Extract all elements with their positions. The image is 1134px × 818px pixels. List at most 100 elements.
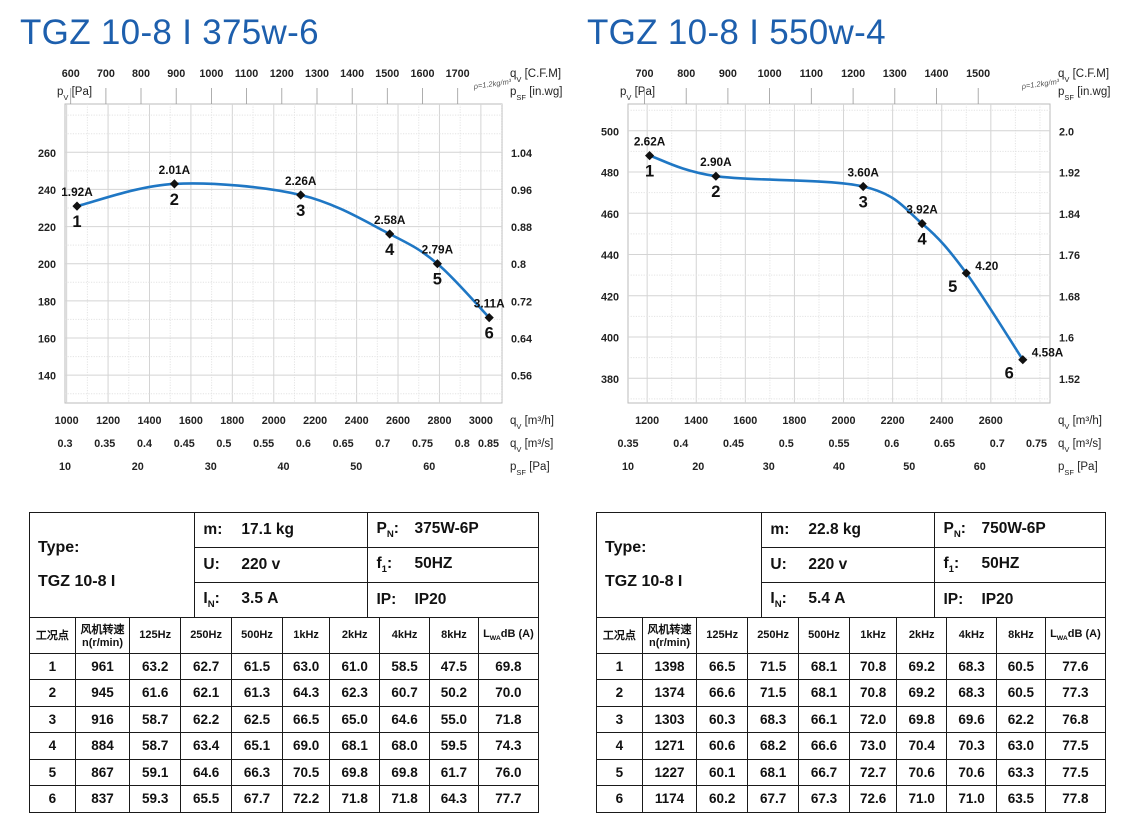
svg-text:pSF [Pa]: pSF [Pa] — [510, 461, 550, 477]
svg-text:600: 600 — [62, 68, 80, 80]
svg-text:60: 60 — [974, 461, 986, 473]
svg-text:380: 380 — [601, 374, 619, 386]
svg-text:2.26A: 2.26A — [285, 174, 317, 188]
svg-text:1500: 1500 — [966, 68, 990, 80]
svg-text:0.8: 0.8 — [455, 438, 470, 450]
svg-text:0.65: 0.65 — [333, 438, 354, 450]
svg-text:2: 2 — [711, 183, 720, 201]
svg-text:30: 30 — [205, 461, 217, 473]
svg-text:40: 40 — [833, 461, 845, 473]
svg-text:0.72: 0.72 — [511, 296, 532, 308]
svg-text:1.68: 1.68 — [1059, 291, 1080, 303]
svg-text:200: 200 — [38, 259, 56, 271]
svg-text:0.7: 0.7 — [990, 438, 1005, 450]
svg-text:2000: 2000 — [262, 415, 286, 427]
svg-text:1.76: 1.76 — [1059, 250, 1080, 262]
svg-text:ρ=1.2kg/m³: ρ=1.2kg/m³ — [1020, 77, 1060, 91]
svg-text:pSF [Pa]: pSF [Pa] — [1058, 461, 1098, 477]
svg-text:2.62A: 2.62A — [634, 135, 666, 149]
svg-text:1400: 1400 — [137, 415, 161, 427]
svg-text:0.35: 0.35 — [94, 438, 115, 450]
svg-text:2.0: 2.0 — [1059, 126, 1074, 138]
svg-text:1100: 1100 — [235, 68, 258, 80]
svg-text:1.04: 1.04 — [511, 148, 532, 160]
svg-text:0.55: 0.55 — [253, 438, 274, 450]
svg-text:400: 400 — [601, 333, 619, 345]
svg-text:1300: 1300 — [305, 68, 329, 80]
svg-text:2.01A: 2.01A — [159, 163, 191, 177]
svg-text:30: 30 — [763, 461, 775, 473]
svg-text:0.8: 0.8 — [511, 259, 526, 271]
svg-text:260: 260 — [38, 148, 56, 160]
svg-text:0.65: 0.65 — [934, 438, 955, 450]
svg-text:20: 20 — [132, 461, 144, 473]
svg-text:1200: 1200 — [96, 415, 120, 427]
svg-text:700: 700 — [635, 68, 653, 80]
svg-text:0.5: 0.5 — [779, 438, 794, 450]
svg-text:1600: 1600 — [179, 415, 203, 427]
svg-text:2: 2 — [170, 191, 179, 209]
svg-text:1600: 1600 — [733, 415, 757, 427]
svg-text:1800: 1800 — [782, 415, 806, 427]
svg-text:1000: 1000 — [199, 68, 223, 80]
svg-text:500: 500 — [601, 126, 619, 138]
svg-text:4.20: 4.20 — [975, 259, 998, 273]
svg-text:qV [C.F.M]: qV [C.F.M] — [1058, 68, 1109, 84]
svg-text:0.45: 0.45 — [174, 438, 195, 450]
svg-text:1100: 1100 — [800, 68, 823, 80]
svg-text:1700: 1700 — [446, 68, 470, 80]
svg-text:420: 420 — [601, 291, 619, 303]
svg-text:900: 900 — [719, 68, 737, 80]
svg-text:10: 10 — [59, 461, 71, 473]
svg-text:2600: 2600 — [386, 415, 410, 427]
svg-text:1.92: 1.92 — [1059, 168, 1080, 180]
svg-text:4: 4 — [918, 231, 928, 249]
svg-text:2600: 2600 — [979, 415, 1003, 427]
svg-text:1600: 1600 — [410, 68, 434, 80]
svg-text:40: 40 — [277, 461, 289, 473]
svg-text:800: 800 — [132, 68, 150, 80]
svg-text:180: 180 — [38, 296, 56, 308]
svg-text:10: 10 — [622, 461, 634, 473]
svg-text:800: 800 — [677, 68, 695, 80]
svg-text:ρ=1.2kg/m³: ρ=1.2kg/m³ — [472, 77, 512, 91]
svg-text:0.5: 0.5 — [216, 438, 231, 450]
svg-text:50: 50 — [903, 461, 915, 473]
svg-text:0.55: 0.55 — [828, 438, 849, 450]
svg-text:pV [Pa]: pV [Pa] — [57, 86, 92, 102]
svg-text:2400: 2400 — [930, 415, 954, 427]
svg-text:6: 6 — [485, 325, 494, 343]
svg-text:5: 5 — [948, 278, 957, 296]
svg-text:1200: 1200 — [841, 68, 865, 80]
svg-text:2.79A: 2.79A — [422, 243, 454, 257]
svg-text:2.58A: 2.58A — [374, 213, 406, 227]
svg-text:3.92A: 3.92A — [906, 203, 938, 217]
svg-text:700: 700 — [97, 68, 115, 80]
svg-text:qV [m³/h]: qV [m³/h] — [510, 415, 554, 431]
svg-text:0.88: 0.88 — [511, 222, 532, 234]
svg-text:2400: 2400 — [345, 415, 369, 427]
svg-text:2200: 2200 — [303, 415, 327, 427]
svg-text:1.92A: 1.92A — [61, 185, 93, 199]
svg-text:1800: 1800 — [220, 415, 244, 427]
svg-text:240: 240 — [38, 185, 56, 197]
svg-text:0.75: 0.75 — [412, 438, 433, 450]
svg-text:1400: 1400 — [340, 68, 364, 80]
svg-text:140: 140 — [38, 371, 56, 383]
svg-text:0.6: 0.6 — [296, 438, 311, 450]
svg-text:0.75: 0.75 — [1026, 438, 1047, 450]
svg-text:480: 480 — [601, 168, 619, 180]
svg-text:3: 3 — [859, 194, 868, 212]
svg-text:0.7: 0.7 — [375, 438, 390, 450]
svg-text:1400: 1400 — [684, 415, 708, 427]
svg-text:50: 50 — [350, 461, 362, 473]
svg-text:qV [m³/s]: qV [m³/s] — [1058, 438, 1101, 454]
svg-text:1.52: 1.52 — [1059, 374, 1080, 386]
svg-text:6: 6 — [1005, 365, 1014, 383]
svg-text:460: 460 — [601, 209, 619, 221]
svg-text:1200: 1200 — [635, 415, 659, 427]
svg-text:3.60A: 3.60A — [847, 166, 879, 180]
svg-text:1000: 1000 — [55, 415, 79, 427]
svg-text:1.6: 1.6 — [1059, 333, 1074, 345]
svg-text:pSF [in.wg]: pSF [in.wg] — [1058, 86, 1110, 102]
